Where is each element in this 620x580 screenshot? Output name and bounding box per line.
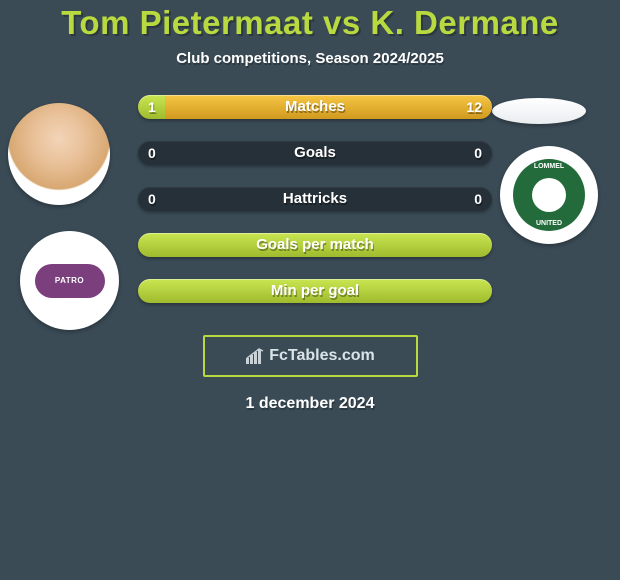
player2-avatar [492,98,586,124]
stat-label: Matches [138,95,492,119]
club1-badge-inner: PATRO [35,264,105,298]
brand-box: FcTables.com [203,335,418,377]
stat-label: Hattricks [138,187,492,211]
soccer-ball-icon [532,178,566,212]
stat-bar: 00Hattricks [138,187,492,211]
stat-label: Min per goal [138,279,492,303]
stat-bar: Goals per match [138,233,492,257]
brand-text: FcTables.com [269,347,375,365]
player1-avatar [8,103,110,205]
stats-bars: 112Matches 00Goals 00Hattricks Goals per ma… [138,95,492,325]
player2-club-badge: LOMMEL UNITED [500,146,598,244]
club2-badge-inner: LOMMEL UNITED [513,159,585,231]
stat-bar: 112Matches [138,95,492,119]
stat-label: Goals [138,141,492,165]
chart-icon [245,348,265,364]
stat-bar: 00Goals [138,141,492,165]
date-text: 1 december 2024 [246,395,375,413]
page-subtitle: Club competitions, Season 2024/2025 [176,50,444,67]
club2-text-bot: UNITED [536,220,562,227]
stat-label: Goals per match [138,233,492,257]
player1-club-badge: PATRO [20,231,119,330]
comparison-main: PATRO LOMMEL UNITED 112Matches 00Goals 00H… [0,95,620,325]
stat-bar: Min per goal [138,279,492,303]
club2-text-top: LOMMEL [534,163,564,170]
page-title: Tom Pietermaat vs K. Dermane [61,4,559,42]
